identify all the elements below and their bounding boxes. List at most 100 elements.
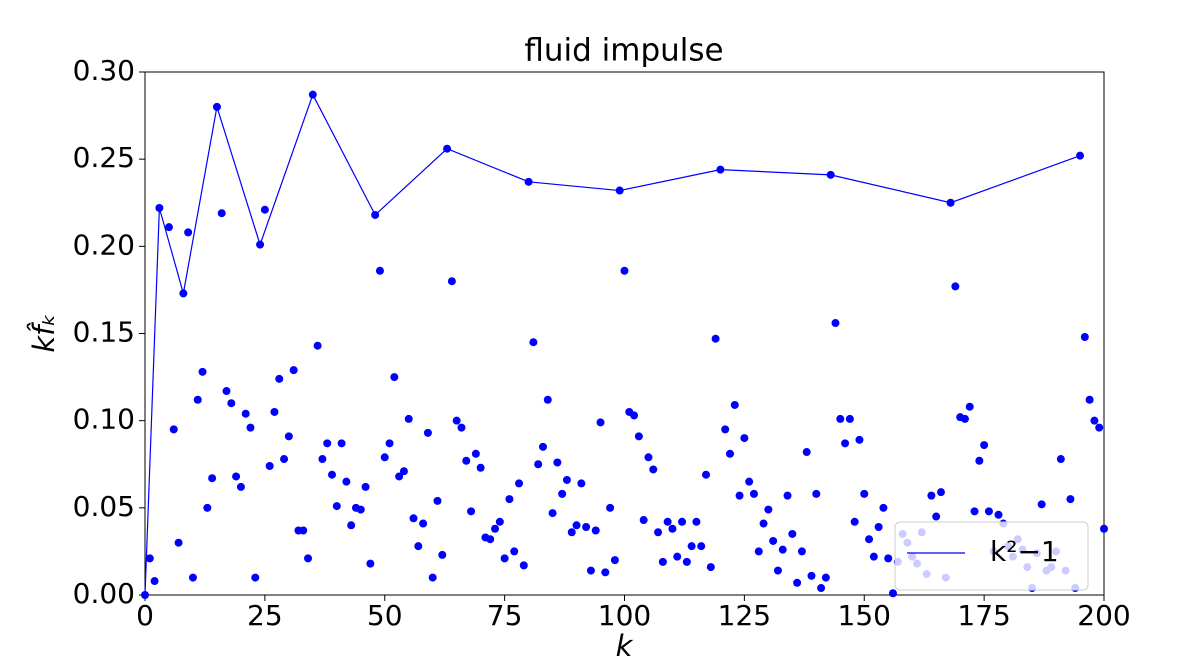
point: [783, 491, 792, 500]
point: [831, 319, 840, 328]
point: [457, 423, 466, 432]
point: [1100, 524, 1108, 533]
point: [323, 439, 332, 448]
point: [649, 465, 658, 474]
point: [802, 448, 811, 457]
point: [246, 423, 255, 432]
point: [960, 414, 969, 423]
point: [409, 514, 418, 523]
point: [361, 482, 370, 491]
point: [879, 503, 888, 512]
point: [735, 491, 744, 500]
point: [869, 552, 878, 561]
point: [845, 414, 854, 423]
point: [812, 489, 821, 498]
point: [476, 463, 485, 472]
point: [188, 573, 197, 582]
point: [769, 536, 778, 545]
point: [538, 442, 547, 451]
point: [193, 395, 202, 404]
point: [548, 509, 557, 518]
point: [606, 503, 615, 512]
point: [658, 557, 667, 566]
point: [620, 266, 629, 275]
point: [740, 434, 749, 443]
point: [342, 477, 351, 486]
point: [318, 455, 327, 464]
point: [399, 467, 408, 476]
point: [519, 561, 528, 570]
point: [428, 573, 437, 582]
point: [419, 519, 428, 528]
point: [395, 472, 404, 481]
point: [807, 571, 816, 580]
point: [423, 428, 432, 437]
point: [265, 461, 274, 470]
point: [284, 432, 293, 441]
point: [577, 479, 586, 488]
point: [491, 524, 500, 533]
point: [591, 526, 600, 535]
point: [984, 507, 993, 516]
point: [1066, 495, 1075, 504]
x-tick-label: 100: [598, 599, 651, 632]
point: [702, 470, 711, 479]
point: [471, 449, 480, 458]
point: [169, 425, 178, 434]
point: [251, 573, 260, 582]
point: [467, 507, 476, 516]
y-axis-label: kf̂ₖ: [27, 313, 61, 352]
point: [241, 409, 250, 418]
x-tick-label: 0: [136, 599, 154, 632]
point: [438, 550, 447, 559]
point: [778, 545, 787, 554]
point: [644, 453, 653, 462]
point: [198, 367, 207, 376]
y-tick-label: 0.30: [73, 54, 135, 87]
point: [980, 441, 989, 450]
point: [534, 460, 543, 469]
y-tick-label: 0.15: [73, 316, 135, 349]
point: [1090, 416, 1099, 425]
point: [865, 535, 874, 544]
x-tick-label: 125: [718, 599, 771, 632]
point: [970, 507, 979, 516]
point: [208, 474, 217, 483]
y-tick-label: 0.10: [73, 403, 135, 436]
legend-label: k²−1: [990, 535, 1059, 568]
point: [582, 523, 591, 532]
point: [601, 568, 610, 577]
point: [994, 510, 1003, 519]
point: [850, 517, 859, 526]
point: [610, 556, 619, 565]
chart-title: fluid impulse: [524, 33, 723, 69]
point: [553, 458, 562, 467]
point: [390, 373, 399, 382]
point: [764, 505, 773, 514]
point: [505, 495, 514, 504]
x-tick-label: 50: [367, 599, 403, 632]
plot-frame: [144, 71, 1105, 596]
line: [144, 93, 1081, 596]
point: [347, 521, 356, 530]
point: [749, 489, 758, 498]
legend: k²−1: [894, 521, 1089, 591]
x-tick-label: 200: [1077, 599, 1130, 632]
point: [515, 479, 524, 488]
point: [759, 519, 768, 528]
legend-box: [894, 521, 1089, 591]
x-tick-label: 75: [487, 599, 523, 632]
point: [951, 282, 960, 291]
point: [236, 482, 245, 491]
x-tick-label: 150: [838, 599, 891, 632]
point: [150, 577, 159, 586]
point: [217, 209, 226, 218]
point: [663, 517, 672, 526]
y-tick-label: 0.05: [73, 490, 135, 523]
point: [634, 432, 643, 441]
point: [874, 523, 883, 532]
point: [1080, 332, 1089, 341]
point: [414, 542, 423, 551]
y-tick-label: 0.20: [73, 228, 135, 261]
